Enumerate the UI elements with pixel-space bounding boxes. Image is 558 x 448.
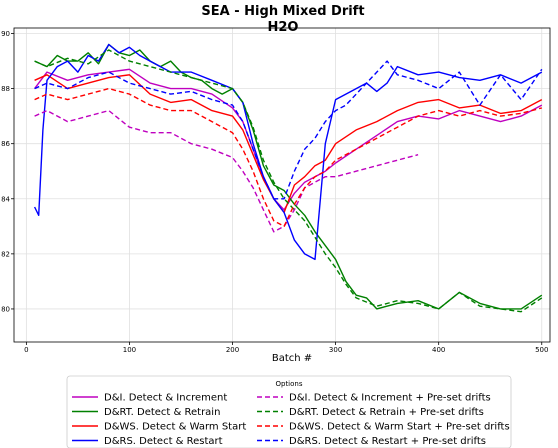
x-axis-label: Batch # bbox=[272, 353, 312, 364]
y-tick-label: 82 bbox=[1, 250, 10, 258]
legend-label: D&WS. Detect & Warm Start bbox=[104, 422, 246, 433]
y-tick-label: 84 bbox=[1, 195, 10, 203]
series-line-1 bbox=[34, 68, 543, 211]
x-tick-label: 0 bbox=[24, 346, 28, 354]
legend-title: Options bbox=[275, 380, 302, 388]
series-line-7 bbox=[34, 87, 542, 228]
x-tick-label: 300 bbox=[329, 346, 342, 354]
legend-label: D&I. Detect & Increment bbox=[104, 393, 227, 404]
chart-subtitle: H2O bbox=[268, 20, 299, 35]
x-tick-label: 200 bbox=[226, 346, 239, 354]
legend-items: D&I. Detect & Increment D&RT. Detect & Re… bbox=[72, 393, 510, 447]
legend-label: D&RS. Detect & Restart + Pre-set drifts bbox=[289, 436, 486, 447]
legend-box bbox=[66, 375, 512, 448]
legend: Options D&I. Detect & Increment D&RT. Det… bbox=[66, 375, 512, 448]
plot-lines bbox=[33, 43, 543, 313]
plot-frame bbox=[13, 27, 551, 343]
grid bbox=[14, 28, 550, 342]
legend-label: D&RT. Detect & Retrain + Pre-set drifts bbox=[289, 407, 484, 418]
chart-title: SEA - High Mixed Drift bbox=[201, 4, 364, 19]
series-line-8 bbox=[34, 60, 543, 200]
legend-label: D&RS. Detect & Restart bbox=[104, 436, 223, 447]
legend-label: D&I. Detect & Increment + Pre-set drifts bbox=[289, 393, 491, 404]
series-line-6 bbox=[34, 49, 543, 313]
series-line-2 bbox=[34, 43, 543, 310]
legend-label: D&RT. Detect & Retrain bbox=[104, 407, 220, 418]
x-tick-label: 400 bbox=[432, 346, 445, 354]
y-tick-label: 90 bbox=[1, 30, 10, 38]
x-tick-label: 500 bbox=[535, 346, 548, 354]
x-tick-label: 100 bbox=[123, 346, 136, 354]
y-tick-label: 86 bbox=[1, 140, 10, 148]
legend-label: D&WS. Detect & Warm Start + Pre-set drif… bbox=[289, 422, 510, 433]
axis-ticks: 0 100 200 300 400 500 80 82 84 86 88 90 bbox=[1, 30, 548, 354]
y-tick-label: 80 bbox=[1, 305, 10, 313]
series-line-5 bbox=[34, 109, 419, 233]
y-tick-label: 88 bbox=[1, 85, 10, 93]
